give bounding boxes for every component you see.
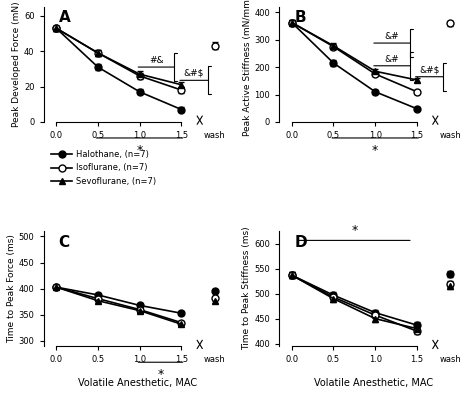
Text: &#$: &#$	[419, 66, 440, 75]
Text: D: D	[294, 235, 307, 250]
Y-axis label: Peak Developed Force (mN): Peak Developed Force (mN)	[12, 2, 21, 127]
Y-axis label: Peak Active Stiffness (mN/mm³): Peak Active Stiffness (mN/mm³)	[243, 0, 252, 136]
Y-axis label: Time to Peak Force (ms): Time to Peak Force (ms)	[7, 234, 16, 343]
Text: &#: &#	[384, 55, 399, 64]
Text: wash: wash	[204, 356, 226, 364]
Text: *: *	[351, 224, 357, 237]
Text: *: *	[212, 299, 218, 308]
Text: #&: #&	[149, 56, 164, 65]
Y-axis label: Time to Peak Stiffness (ms): Time to Peak Stiffness (ms)	[243, 227, 252, 350]
Text: A: A	[59, 10, 71, 25]
Text: *: *	[137, 307, 142, 317]
Text: B: B	[294, 10, 306, 25]
Text: *: *	[95, 297, 100, 307]
Text: *: *	[157, 368, 164, 381]
Text: &#: &#	[384, 32, 399, 41]
Text: wash: wash	[439, 131, 461, 140]
Text: *: *	[372, 144, 378, 157]
X-axis label: Volatile Anesthetic, MAC: Volatile Anesthetic, MAC	[78, 378, 197, 388]
Legend: Halothane, (n=7), Isoflurane, (n=7), Sevoflurane, (n=7): Halothane, (n=7), Isoflurane, (n=7), Sev…	[48, 147, 160, 189]
X-axis label: Volatile Anesthetic, MAC: Volatile Anesthetic, MAC	[314, 378, 433, 388]
Text: wash: wash	[204, 131, 226, 140]
Text: C: C	[59, 235, 70, 250]
Text: *: *	[137, 144, 143, 157]
Text: &#$: &#$	[184, 69, 204, 78]
Text: wash: wash	[439, 356, 461, 364]
